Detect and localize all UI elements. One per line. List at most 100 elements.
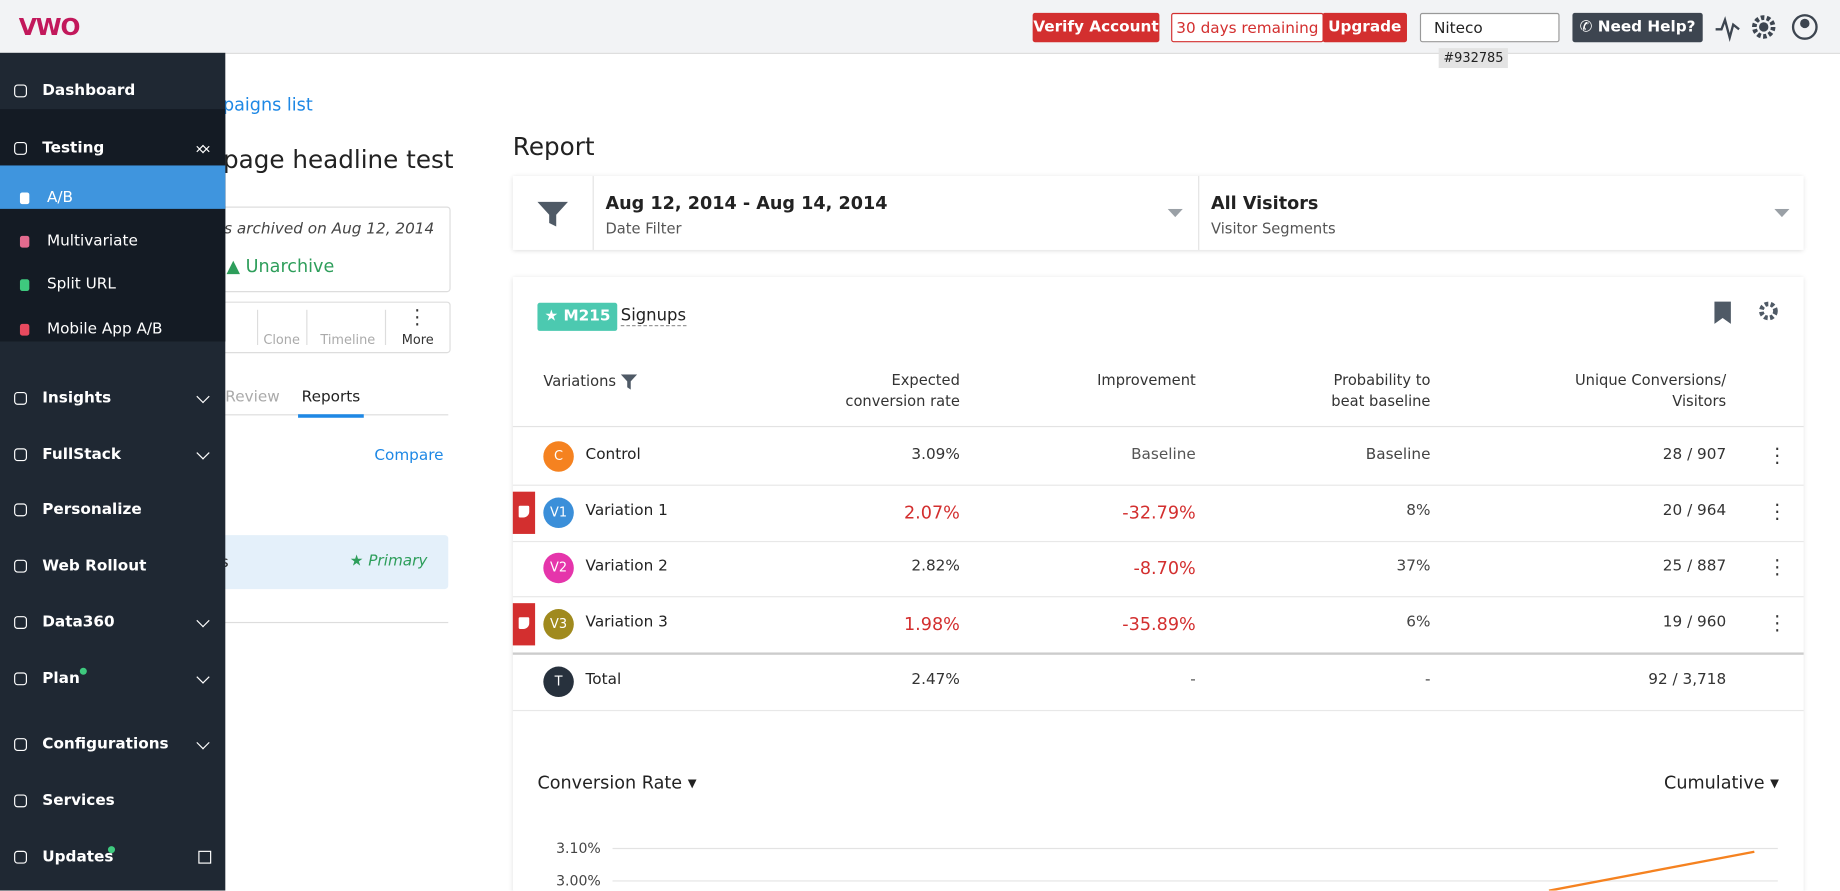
nav-item[interactable]: Web Rollout xyxy=(0,555,225,578)
nav-icon xyxy=(14,391,27,405)
back-link[interactable]: paigns list xyxy=(222,93,313,116)
conversions: 25 / 887 xyxy=(1662,557,1727,576)
variation-avatar: V1 xyxy=(543,497,574,529)
nav-item[interactable]: Personalize xyxy=(0,499,225,522)
variation-name[interactable]: Control xyxy=(585,445,641,464)
subitem-label: A/B xyxy=(46,188,73,207)
nav-icon xyxy=(14,448,27,462)
settings-icon-core xyxy=(1759,22,1769,32)
probability: 8% xyxy=(1406,502,1431,520)
row-menu[interactable]: · · · xyxy=(1774,437,1781,475)
logo[interactable]: VWO xyxy=(18,12,81,42)
improvement: -8.70% xyxy=(1133,557,1196,579)
archived-note: s archived on Aug 12, 2014 xyxy=(224,220,435,239)
row-menu[interactable]: · · · xyxy=(1774,605,1781,642)
goal-name[interactable]: Signups xyxy=(620,306,687,327)
nav-label: Dashboard xyxy=(42,82,136,100)
unarchive-button[interactable]: ▲ Unarchive xyxy=(226,255,335,277)
nav-item[interactable]: Services xyxy=(0,790,225,813)
loser-flag xyxy=(512,491,536,534)
segment-label: Visitor Segments xyxy=(1211,219,1336,238)
variation-name[interactable]: Variation 2 xyxy=(585,557,668,576)
column-header: Expected conversion rate xyxy=(845,370,960,410)
chart-metric-label: Conversion Rate xyxy=(537,772,683,794)
subitem-icon xyxy=(19,279,30,292)
improvement: -32.79% xyxy=(1122,502,1196,524)
nav-label: Updates xyxy=(42,848,114,867)
campaign-title: page headline test xyxy=(222,145,454,174)
review-tab[interactable]: Review xyxy=(225,388,280,407)
trial-remaining: 30 days remaining xyxy=(1171,12,1324,43)
unarchive-label: Unarchive xyxy=(245,255,335,277)
row-divider xyxy=(512,596,1804,598)
conversion-rate: 2.07% xyxy=(903,502,960,524)
row-menu[interactable]: · · · xyxy=(1774,494,1781,531)
verify-button[interactable]: Verify Account xyxy=(1032,12,1160,43)
date-dropdown[interactable] xyxy=(1167,208,1184,218)
subitem-icon xyxy=(19,192,30,205)
chart-mode-label: Cumulative xyxy=(1664,772,1765,794)
nav-item[interactable]: Plan xyxy=(0,667,225,691)
loser-flag xyxy=(512,603,536,646)
row-divider xyxy=(512,709,1804,712)
chart-metric[interactable]: Conversion Rate ▾ xyxy=(537,772,697,794)
probability: 37% xyxy=(1396,557,1431,576)
nav-item[interactable]: Configurations xyxy=(0,733,225,756)
row-menu[interactable]: · · · xyxy=(1774,549,1781,586)
chevron xyxy=(196,670,210,684)
active-section xyxy=(0,109,226,166)
nav-subitem[interactable]: Multivariate xyxy=(0,230,225,253)
nav-icon xyxy=(14,141,27,155)
nav-item[interactable]: FullStack xyxy=(0,444,225,467)
activity-icon[interactable] xyxy=(1715,16,1740,43)
compare-link[interactable]: Compare xyxy=(374,447,444,465)
nav-item[interactable]: Dashboard xyxy=(0,80,225,103)
segment-dropdown[interactable] xyxy=(1774,208,1790,218)
thumbs-down-icon xyxy=(518,505,530,518)
notes-icon[interactable] xyxy=(1714,301,1731,324)
row-divider xyxy=(512,652,1804,655)
nav-item[interactable]: Updates xyxy=(0,846,225,869)
top-bar: VWO Verify Account 30 days remaining Upg… xyxy=(0,0,1840,69)
profile-head xyxy=(1800,18,1810,29)
account-switcher[interactable]: Niteco #932785 xyxy=(1419,12,1560,69)
nav-icon xyxy=(14,559,27,573)
profile-icon[interactable] xyxy=(1791,14,1818,40)
column-header: Unique Conversions/ Visitors xyxy=(1574,370,1727,410)
clone-button[interactable]: Clone xyxy=(263,332,300,348)
settings-icon[interactable] xyxy=(1751,15,1776,39)
nav-subitem[interactable]: A/B xyxy=(0,187,225,210)
more-button[interactable]: More xyxy=(401,332,434,348)
nav-item[interactable]: Data360 xyxy=(0,611,225,634)
chart-mode[interactable]: Cumulative ▾ xyxy=(1664,772,1779,794)
timeline-button[interactable]: Timeline xyxy=(320,332,376,348)
primary-label: Primary xyxy=(368,552,428,571)
campaign-toolbar: Clone Timeline More · · · xyxy=(176,301,451,354)
nav-subitem[interactable]: Mobile App A/B xyxy=(0,318,225,341)
segment-name[interactable]: All Visitors xyxy=(1211,192,1319,214)
card-settings-icon[interactable] xyxy=(1759,301,1778,321)
row-divider xyxy=(512,540,1804,543)
subitem-icon xyxy=(19,235,30,248)
nav-label: Personalize xyxy=(42,501,142,519)
nav-icon xyxy=(14,794,27,808)
y-tick-label: 3.10% xyxy=(556,841,601,857)
account-name: Niteco xyxy=(1433,19,1483,38)
nav-subitem[interactable]: Split URL xyxy=(0,273,225,296)
goal-badge: ★ M215 xyxy=(537,302,618,331)
variation-filter[interactable] xyxy=(620,374,638,390)
probability: Baseline xyxy=(1365,445,1431,464)
nav-icon xyxy=(14,503,27,517)
reports-tab[interactable]: Reports xyxy=(298,388,364,418)
nav-item[interactable]: Insights xyxy=(0,387,225,410)
date-range[interactable]: Aug 12, 2014 - Aug 14, 2014 xyxy=(605,192,888,214)
upgrade-button[interactable]: Upgrade xyxy=(1322,12,1407,43)
improvement: -35.89% xyxy=(1122,613,1196,635)
column-header: Variations xyxy=(543,371,617,390)
variation-name[interactable]: Variation 3 xyxy=(585,613,668,632)
chevron xyxy=(196,446,210,460)
variation-name[interactable]: Variation 1 xyxy=(585,502,668,520)
nav-item[interactable]: Testing xyxy=(0,137,225,160)
help-button[interactable]: ✆ Need Help? xyxy=(1572,12,1703,43)
